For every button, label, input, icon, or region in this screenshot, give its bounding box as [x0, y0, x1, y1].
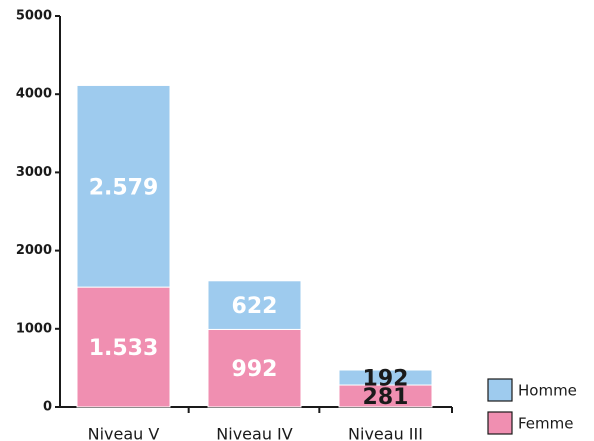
- y-tick-label: 3000: [16, 165, 52, 180]
- value-label: 622: [232, 294, 278, 319]
- y-tick-label: 5000: [16, 9, 52, 24]
- value-label: 192: [363, 367, 409, 392]
- y-tick-label: 4000: [16, 87, 52, 102]
- legend-label: Homme: [518, 382, 577, 400]
- bar-segment: [207, 328, 302, 408]
- bar-segment: [338, 369, 433, 386]
- legend-label: Femme: [518, 415, 574, 433]
- bar-segment: [76, 286, 171, 408]
- y-tick-label: 1000: [16, 321, 52, 336]
- value-label: 1.533: [89, 336, 159, 361]
- value-label: 281: [363, 385, 409, 410]
- x-tick-label: Niveau V: [88, 425, 160, 441]
- bar-segment: [76, 84, 171, 288]
- y-tick-label: 2000: [16, 243, 52, 258]
- legend-swatch: [487, 378, 513, 402]
- bar-segment: [207, 280, 302, 330]
- legend-swatch: [487, 411, 513, 435]
- value-label: 2.579: [89, 175, 159, 200]
- x-tick-label: Niveau III: [348, 425, 423, 441]
- x-tick-label: Niveau IV: [216, 425, 292, 441]
- y-tick-label: 0: [43, 400, 52, 415]
- value-label: 992: [232, 357, 278, 382]
